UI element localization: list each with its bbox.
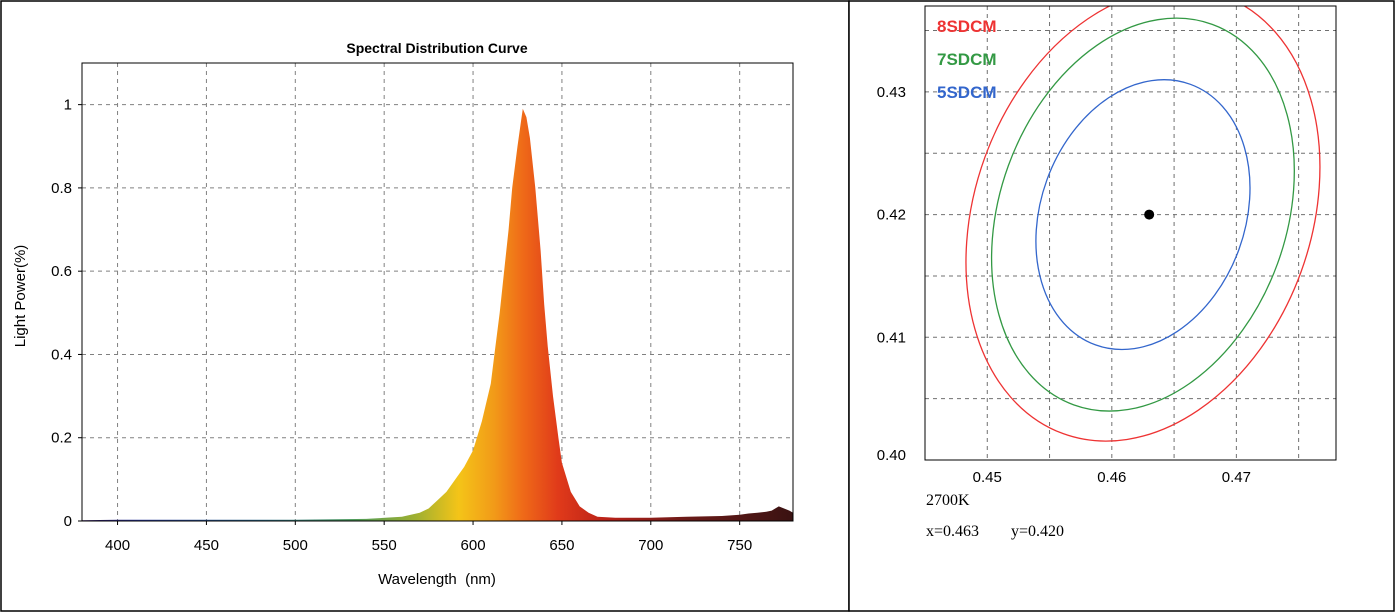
x-tick-label: 500 [283,537,308,554]
x-tick-label: 750 [727,537,752,554]
sdcm-x-tick-label: 0.46 [1097,469,1126,486]
sdcm-y-tick-label: 0.41 [877,329,906,346]
y-tick-label: 0.2 [51,430,72,447]
chromaticity-point [1144,209,1155,220]
sdcm-x-tick-label: 0.45 [973,469,1002,486]
spectral-grid [82,63,793,521]
x-axis-label: Wavelength (nm) [378,571,496,588]
y-tick-label: 0 [64,513,72,530]
sdcm-y-tick-label: 0.40 [877,447,906,464]
y-tick-label: 0.6 [51,263,72,280]
y-tick-label: 1 [64,97,72,114]
y-axis-label: Light Power(%) [12,245,29,348]
sdcm-ellipses [965,6,1321,442]
x-tick-label: 700 [638,537,663,554]
legend-8sdcm: 8SDCM [937,17,997,36]
legend-5sdcm: 5SDCM [937,83,997,102]
sdcm-x-tick-labels: 0.45 0.46 0.47 [973,469,1251,486]
spectral-distribution-chart: Spectral Distribution Curve 400 450 500 550… [12,40,794,588]
sdcm-y-tick-label: 0.43 [877,84,906,101]
y-tick-labels: 0 0.2 0.4 0.6 0.8 1 [51,97,82,530]
x-tick-label: 450 [194,537,219,554]
x-tick-label: 600 [461,537,486,554]
sdcm-x-tick-label: 0.47 [1222,469,1251,486]
spectral-panel-border [0,0,850,612]
coord-x-label: x=0.463 [926,523,979,540]
x-tick-label: 550 [372,537,397,554]
spectral-plot-frame [81,62,794,522]
y-tick-label: 0.4 [51,346,72,363]
sdcm-y-tick-labels: 0.40 0.41 0.42 0.43 [877,84,906,464]
chromaticity-panel-border [848,0,1395,612]
y-tick-label: 0.8 [51,180,72,197]
legend-7sdcm: 7SDCM [937,50,997,69]
sdcm-legend: 8SDCM 7SDCM 5SDCM [937,17,997,102]
x-tick-labels: 400 450 500 550 600 650 700 750 [105,521,752,554]
x-tick-label: 650 [549,537,574,554]
cct-label: 2700K [926,492,970,509]
sdcm-grid [925,6,1336,460]
x-tick-label: 400 [105,537,130,554]
ellipse-5sdcm [1035,79,1251,351]
sdcm-plot-frame [924,5,1337,461]
coord-y-label: y=0.420 [1011,523,1064,540]
sdcm-y-tick-label: 0.42 [877,207,906,224]
ellipse-8sdcm [965,6,1321,442]
chart-title: Spectral Distribution Curve [346,40,527,56]
ellipse-7sdcm [990,17,1295,412]
